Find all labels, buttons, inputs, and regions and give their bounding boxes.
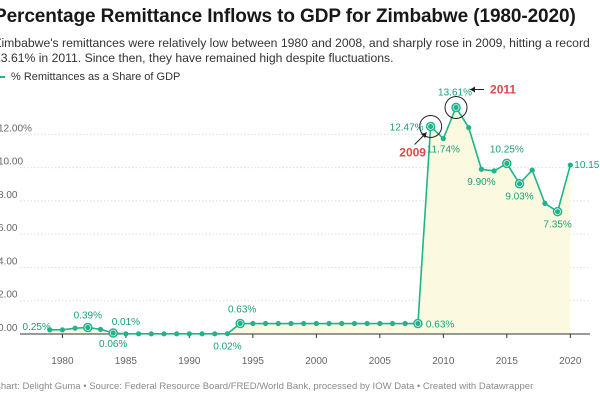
y-tick-label: 8.00 <box>0 190 18 201</box>
data-label: 12.47% <box>390 122 424 133</box>
x-tick-label: 1990 <box>178 356 201 367</box>
data-point <box>567 162 573 168</box>
data-label: 0.63% <box>228 305 256 316</box>
x-tick-label: 1985 <box>115 356 138 367</box>
legend: % Remittances as a Share of GDP <box>0 71 180 83</box>
data-point <box>351 320 358 327</box>
data-point <box>542 200 548 206</box>
data-label: 13.61% <box>438 87 472 98</box>
data-point <box>466 125 472 131</box>
data-point <box>237 320 243 327</box>
data-point <box>262 320 269 327</box>
data-point <box>377 320 383 327</box>
data-point <box>288 320 294 327</box>
annotation-label: 2009 <box>399 145 426 159</box>
data-point <box>389 320 396 327</box>
x-tick-label: 2000 <box>305 356 328 367</box>
data-label: 7.35% <box>543 220 571 231</box>
data-point <box>529 167 535 173</box>
data-point <box>428 123 434 130</box>
data-point <box>123 331 129 337</box>
y-tick-label: 10.00 <box>0 157 23 168</box>
data-label: 9.03% <box>505 192 533 203</box>
chart-title: Percentage Remittance Inflows to GDP for… <box>0 6 576 27</box>
data-point <box>250 320 256 327</box>
chart-subtitle: Zimbabwe's remittances were relatively l… <box>0 36 590 65</box>
legend-swatch <box>0 76 5 78</box>
data-point <box>364 320 370 327</box>
data-point <box>440 136 446 142</box>
x-tick-label: 2015 <box>496 356 519 367</box>
legend-label: % Remittances as a Share of GDP <box>11 71 181 83</box>
data-label: 0.39% <box>74 311 102 322</box>
annotation-label: 2011 <box>490 82 516 96</box>
x-tick-label: 2010 <box>432 356 455 367</box>
data-point <box>97 326 104 332</box>
data-point <box>415 320 421 327</box>
data-point <box>275 320 281 327</box>
data-point <box>453 104 459 111</box>
annotation-arrowhead <box>470 86 476 93</box>
data-point <box>161 331 167 337</box>
data-point <box>555 209 561 215</box>
data-point <box>301 320 307 327</box>
data-point <box>47 327 53 333</box>
peak-circle <box>444 95 468 119</box>
data-point <box>85 324 91 331</box>
data-label: 0.25% <box>23 322 51 333</box>
data-point <box>135 331 142 337</box>
x-tick-label: 1980 <box>51 356 74 367</box>
y-tick-label: 12.00% <box>0 123 32 134</box>
data-label: 10.25% <box>490 144 524 155</box>
data-point <box>186 331 192 337</box>
series-area <box>49 107 571 334</box>
peak-circle <box>419 114 443 138</box>
data-point <box>478 166 485 172</box>
data-point <box>199 331 205 337</box>
data-point <box>313 320 319 327</box>
data-label: 0.63% <box>426 320 454 331</box>
x-tick-label: 1995 <box>242 356 265 367</box>
data-label: 11.74% <box>427 145 460 156</box>
data-point <box>174 331 180 337</box>
data-point <box>402 320 408 327</box>
data-label: 0.06% <box>99 339 127 350</box>
data-label: 9.90% <box>467 177 495 188</box>
data-point <box>491 168 497 174</box>
data-point <box>339 320 345 327</box>
y-tick-label: 2.00 <box>0 290 18 301</box>
data-point <box>224 331 231 337</box>
y-tick-label: 0.00 <box>0 323 18 334</box>
x-tick-label: 2020 <box>559 356 582 367</box>
data-point <box>516 181 523 187</box>
data-point <box>326 320 332 327</box>
data-point <box>504 160 510 167</box>
data-point <box>148 331 154 337</box>
data-point <box>212 331 218 337</box>
data-label: 10.15 <box>574 160 599 171</box>
data-point <box>59 327 65 333</box>
y-tick-label: 4.00 <box>0 256 18 267</box>
x-tick-label: 2005 <box>369 356 392 367</box>
y-tick-label: 6.00 <box>0 223 18 234</box>
data-label: 0.02% <box>213 342 241 353</box>
annotation-arrowhead <box>420 132 427 139</box>
chart-footer: Chart: Delight Guma • Source: Federal Re… <box>0 381 534 392</box>
data-point <box>72 325 78 331</box>
data-point <box>110 330 116 336</box>
data-label: 0.01% <box>112 317 140 328</box>
